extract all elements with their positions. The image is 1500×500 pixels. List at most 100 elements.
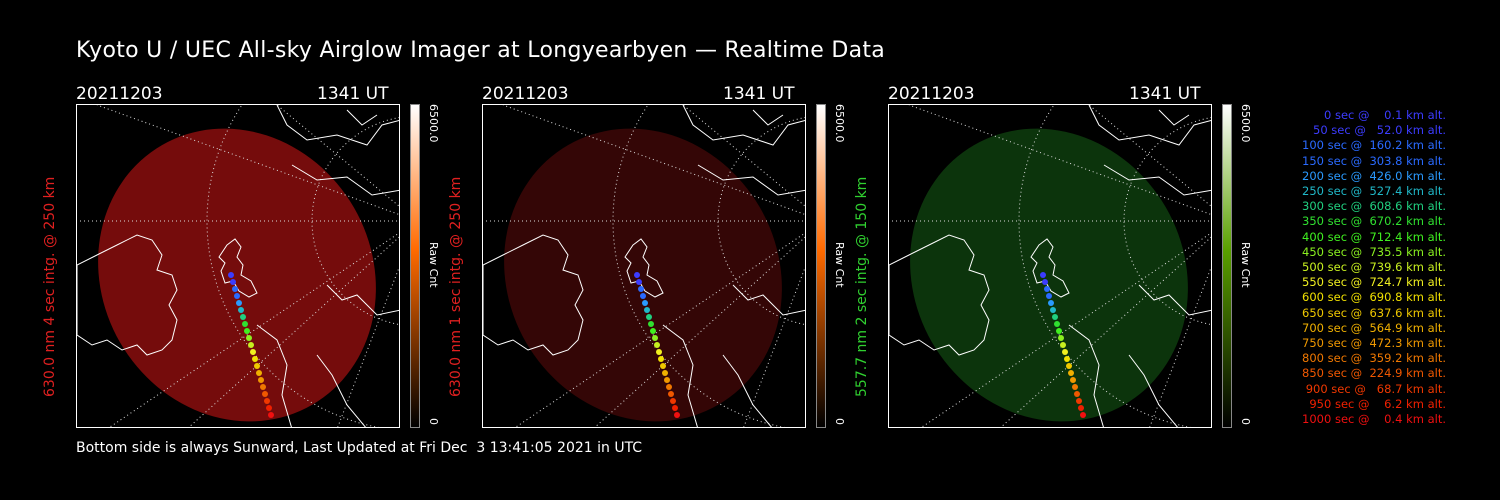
- legend-row: 500 sec @ 739.6 km alt.: [1302, 260, 1446, 275]
- legend-row: 50 sec @ 52.0 km alt.: [1313, 123, 1446, 138]
- coastline: [483, 105, 805, 427]
- trajectory-point: [638, 286, 644, 292]
- panel-date: 20211203: [482, 84, 569, 104]
- trajectory-point: [1054, 321, 1060, 327]
- trajectory-point: [1052, 314, 1058, 320]
- trajectory-point: [248, 342, 254, 348]
- coastline: [77, 105, 399, 427]
- trajectory-point: [1074, 391, 1080, 397]
- trajectory-point: [662, 370, 668, 376]
- trajectory-point: [250, 349, 256, 355]
- trajectory-point: [650, 328, 656, 334]
- trajectory-point: [266, 405, 272, 411]
- trajectory-point: [1050, 307, 1056, 313]
- trajectory-point: [1046, 293, 1052, 299]
- legend-row: 550 sec @ 724.7 km alt.: [1302, 275, 1446, 290]
- trajectory-point: [1062, 349, 1068, 355]
- colorbar-min-label: 0: [427, 418, 440, 425]
- trajectory-point: [1056, 328, 1062, 334]
- colorbar-unit-label: Raw Cnt: [833, 242, 846, 288]
- trajectory-point: [670, 398, 676, 404]
- trajectory-point: [232, 286, 238, 292]
- legend-row: 650 sec @ 637.6 km alt.: [1302, 305, 1446, 320]
- trajectory-point: [654, 342, 660, 348]
- legend-row: 1000 sec @ 0.4 km alt.: [1302, 412, 1446, 427]
- legend-row: 950 sec @ 6.2 km alt.: [1309, 396, 1446, 411]
- panel-date: 20211203: [76, 84, 163, 104]
- panel-time: 1341 UT: [317, 84, 389, 104]
- allsky-map: [888, 104, 1212, 428]
- trajectory-point: [246, 335, 252, 341]
- colorbar: [410, 104, 420, 428]
- legend-row: 400 sec @ 712.4 km alt.: [1302, 229, 1446, 244]
- trajectory-point: [672, 405, 678, 411]
- trajectory-point: [648, 321, 654, 327]
- legend-row: 850 sec @ 224.9 km alt.: [1302, 366, 1446, 381]
- legend-row: 350 sec @ 670.2 km alt.: [1302, 214, 1446, 229]
- trajectory-point: [254, 363, 260, 369]
- trajectory-point: [1066, 363, 1072, 369]
- trajectory-point: [666, 384, 672, 390]
- trajectory-point: [230, 279, 236, 285]
- trajectory-point: [262, 391, 268, 397]
- trajectory-point: [252, 356, 258, 362]
- trajectory-point: [1068, 370, 1074, 376]
- panel-time: 1341 UT: [1129, 84, 1201, 104]
- legend-row: 700 sec @ 564.9 km alt.: [1302, 320, 1446, 335]
- map-grid: [889, 105, 1211, 427]
- trajectory-point: [242, 321, 248, 327]
- colorbar-min-label: 0: [1239, 418, 1252, 425]
- trajectory-legend: 0 sec @ 0.1 km alt. 50 sec @ 52.0 km alt.…: [1266, 108, 1446, 427]
- legend-row: 0 sec @ 0.1 km alt.: [1323, 108, 1446, 122]
- trajectory-point: [1058, 335, 1064, 341]
- page-title: Kyoto U / UEC All-sky Airglow Imager at …: [76, 38, 886, 63]
- trajectory-point: [644, 307, 650, 313]
- coastline: [889, 105, 1211, 427]
- map-grid: [483, 105, 805, 427]
- legend-row: 450 sec @ 735.5 km alt.: [1302, 244, 1446, 259]
- airglow-image: [98, 128, 376, 422]
- trajectory-point: [264, 398, 270, 404]
- map-grid: [77, 105, 399, 427]
- legend-row: 250 sec @ 527.4 km alt.: [1302, 184, 1446, 199]
- trajectory-point: [636, 279, 642, 285]
- legend-row: 750 sec @ 472.3 km alt.: [1302, 336, 1446, 351]
- trajectory-point: [238, 307, 244, 313]
- colorbar-max-label: 6500.0: [833, 104, 846, 143]
- colorbar-unit-label: Raw Cnt: [1239, 242, 1252, 288]
- colorbar: [1222, 104, 1232, 428]
- trajectory-point: [1076, 398, 1082, 404]
- trajectory-point: [640, 293, 646, 299]
- trajectory-point: [260, 384, 266, 390]
- legend-row: 800 sec @ 359.2 km alt.: [1302, 351, 1446, 366]
- airglow-image: [504, 128, 782, 422]
- trajectory-point: [1072, 384, 1078, 390]
- trajectory-point: [258, 377, 264, 383]
- trajectory-point: [1048, 300, 1054, 306]
- trajectory-point: [1080, 412, 1086, 418]
- panel-date: 20211203: [888, 84, 975, 104]
- trajectory-point: [642, 300, 648, 306]
- legend-row: 300 sec @ 608.6 km alt.: [1302, 199, 1446, 214]
- panel-time: 1341 UT: [723, 84, 795, 104]
- airglow-image: [910, 128, 1188, 422]
- trajectory-point: [234, 293, 240, 299]
- trajectory-point: [660, 363, 666, 369]
- trajectory-point: [658, 356, 664, 362]
- trajectory-point: [268, 412, 274, 418]
- image-panel-3: 20211203 1341 UT 557.7 nm 2 sec intg. @ …: [854, 84, 1252, 434]
- legend-row: 900 sec @ 68.7 km alt.: [1305, 381, 1446, 396]
- panel-wavelength-label: 630.0 nm 4 sec intg. @ 250 km: [42, 176, 58, 397]
- image-panel-1: 20211203 1341 UT 630.0 nm 4 sec intg. @ …: [42, 84, 440, 434]
- trajectory-point: [634, 272, 640, 278]
- trajectory-point: [1044, 286, 1050, 292]
- allsky-map: [482, 104, 806, 428]
- trajectory-point: [674, 412, 680, 418]
- trajectory-point: [1070, 377, 1076, 383]
- legend-row: 600 sec @ 690.8 km alt.: [1302, 290, 1446, 305]
- trajectory-point: [646, 314, 652, 320]
- allsky-map: [76, 104, 400, 428]
- colorbar: [816, 104, 826, 428]
- trajectory-point: [240, 314, 246, 320]
- trajectory-point: [668, 391, 674, 397]
